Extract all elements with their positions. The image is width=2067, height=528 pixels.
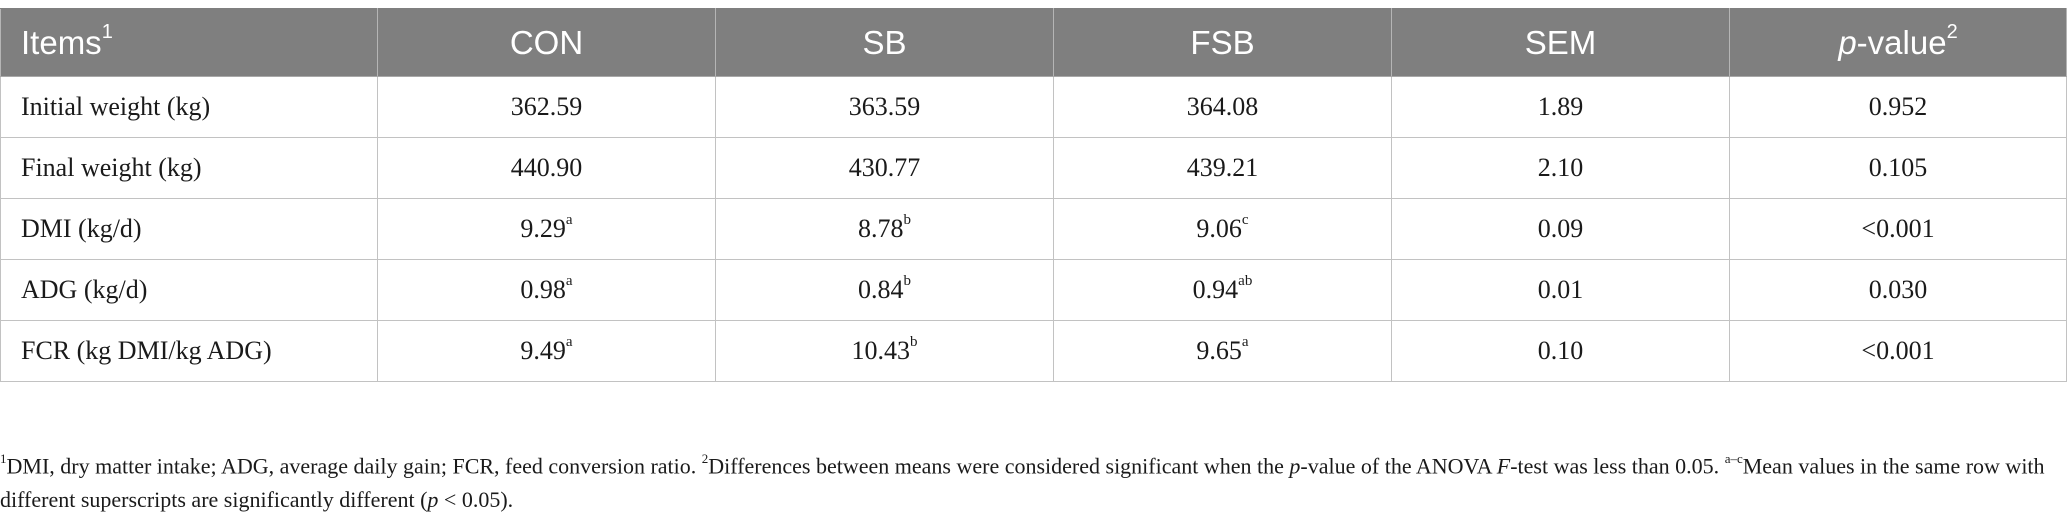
results-table: Items1 CON SB FSB SEM p-value2 Initial w… [0, 8, 2067, 382]
table-row: Final weight (kg) 440.90 430.77 439.21 2… [0, 137, 2067, 199]
header-items-label: Items [21, 23, 102, 61]
row-item: Initial weight (kg) [0, 76, 378, 138]
footnote-2-part-b: -value of the ANOVA [1300, 453, 1497, 479]
footnote-mark-2: 2 [701, 451, 709, 466]
header-p-value-label: -value [1856, 23, 1947, 61]
footnote-mark-3: a–c [1724, 451, 1743, 466]
cell-fsb: 9.06c [1053, 198, 1392, 260]
cell-sem: 0.09 [1391, 198, 1730, 260]
header-fsb: FSB [1053, 8, 1392, 77]
header-p-value-footnote-mark: 2 [1946, 20, 1958, 43]
cell-con: 9.29a [377, 198, 716, 260]
footnote-2-f: F [1496, 453, 1511, 479]
table-row: DMI (kg/d) 9.29a 8.78b 9.06c 0.09 <0.001 [0, 198, 2067, 260]
cell-p-value: <0.001 [1729, 198, 2067, 260]
results-table-container: Items1 CON SB FSB SEM p-value2 Initial w… [0, 8, 2067, 382]
header-sb: SB [715, 8, 1054, 77]
cell-p-value: 0.105 [1729, 137, 2067, 199]
cell-sb: 8.78b [715, 198, 1054, 260]
table-row: ADG (kg/d) 0.98a 0.84b 0.94ab 0.01 0.030 [0, 259, 2067, 321]
header-items-footnote-mark: 1 [101, 20, 113, 43]
footnote-2-part-c: -test was less than 0.05. [1510, 453, 1725, 479]
table-footnote: 1DMI, dry matter intake; ADG, average da… [0, 444, 2060, 517]
cell-p-value: 0.030 [1729, 259, 2067, 321]
cell-sb: 363.59 [715, 76, 1054, 138]
cell-sb: 0.84b [715, 259, 1054, 321]
row-item: ADG (kg/d) [0, 259, 378, 321]
cell-con: 9.49a [377, 320, 716, 382]
footnote-3-part-b: < 0.05). [438, 487, 514, 513]
table-header-row: Items1 CON SB FSB SEM p-value2 [0, 8, 2067, 77]
row-item: DMI (kg/d) [0, 198, 378, 260]
cell-fsb: 0.94ab [1053, 259, 1392, 321]
cell-sb: 10.43b [715, 320, 1054, 382]
header-items: Items1 [0, 8, 378, 77]
cell-p-value: <0.001 [1729, 320, 2067, 382]
row-item: Final weight (kg) [0, 137, 378, 199]
footnote-mark-1: 1 [0, 451, 7, 466]
cell-con: 0.98a [377, 259, 716, 321]
cell-con: 440.90 [377, 137, 716, 199]
footnote-text: 1DMI, dry matter intake; ADG, average da… [0, 444, 2060, 517]
header-p-value: p-value2 [1729, 8, 2067, 77]
footnote-2-part-a: Differences between means were considere… [708, 453, 1290, 479]
header-con: CON [377, 8, 716, 77]
footnote-3-p: p [427, 487, 439, 513]
cell-sb: 430.77 [715, 137, 1054, 199]
row-item: FCR (kg DMI/kg ADG) [0, 320, 378, 382]
cell-con: 362.59 [377, 76, 716, 138]
cell-sem: 1.89 [1391, 76, 1730, 138]
footnote-1: DMI, dry matter intake; ADG, average dai… [6, 453, 702, 479]
cell-sem: 2.10 [1391, 137, 1730, 199]
header-sem: SEM [1391, 8, 1730, 77]
cell-p-value: 0.952 [1729, 76, 2067, 138]
footnote-3-part-a: Mean values in the same row with differe… [0, 453, 2045, 513]
cell-sem: 0.01 [1391, 259, 1730, 321]
cell-fsb: 439.21 [1053, 137, 1392, 199]
cell-sem: 0.10 [1391, 320, 1730, 382]
footnote-2-p: p [1289, 453, 1301, 479]
cell-fsb: 364.08 [1053, 76, 1392, 138]
cell-fsb: 9.65a [1053, 320, 1392, 382]
table-row: FCR (kg DMI/kg ADG) 9.49a 10.43b 9.65a 0… [0, 320, 2067, 382]
table-row: Initial weight (kg) 362.59 363.59 364.08… [0, 76, 2067, 138]
header-p-letter: p [1838, 23, 1857, 61]
